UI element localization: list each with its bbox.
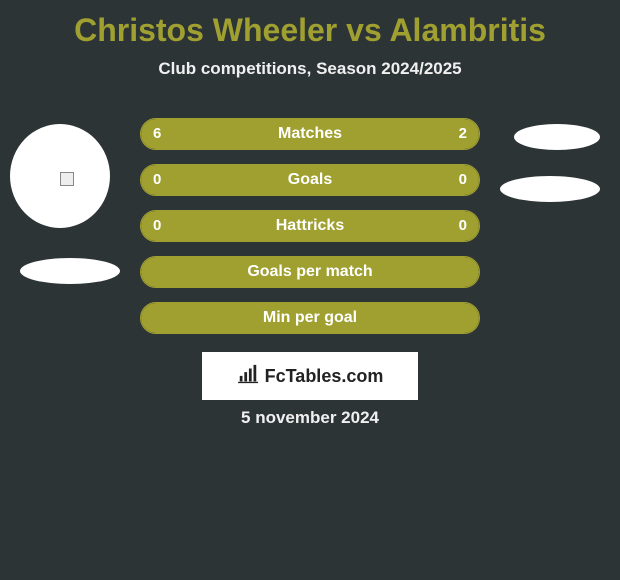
bar-chart-icon xyxy=(237,363,259,390)
stat-value-right: 2 xyxy=(459,119,467,149)
player-right-avatar xyxy=(514,124,600,150)
stat-row: Goals per match xyxy=(140,256,480,288)
fctables-logo: FcTables.com xyxy=(202,352,418,400)
stat-row: 62Matches xyxy=(140,118,480,150)
stat-row: 00Goals xyxy=(140,164,480,196)
stat-value-left: 0 xyxy=(153,211,161,241)
stat-value-right: 0 xyxy=(459,165,467,195)
stat-fill-full xyxy=(141,165,479,195)
page-subtitle: Club competitions, Season 2024/2025 xyxy=(0,59,620,79)
player-left-avatar xyxy=(10,124,110,228)
player-left-shadow xyxy=(20,258,120,284)
stat-fill-left xyxy=(141,119,384,149)
stat-fill-full xyxy=(141,211,479,241)
stat-value-left: 0 xyxy=(153,165,161,195)
date-caption: 5 november 2024 xyxy=(0,408,620,428)
stat-value-right: 0 xyxy=(459,211,467,241)
stats-comparison-area: 62Matches00Goals00HattricksGoals per mat… xyxy=(140,118,480,348)
stat-row: 00Hattricks xyxy=(140,210,480,242)
stat-row: Min per goal xyxy=(140,302,480,334)
player-right-shadow xyxy=(500,176,600,202)
page-title: Christos Wheeler vs Alambritis xyxy=(0,0,620,49)
logo-text: FcTables.com xyxy=(265,366,384,387)
stat-fill-full xyxy=(141,303,479,333)
stat-value-left: 6 xyxy=(153,119,161,149)
stat-fill-full xyxy=(141,257,479,287)
